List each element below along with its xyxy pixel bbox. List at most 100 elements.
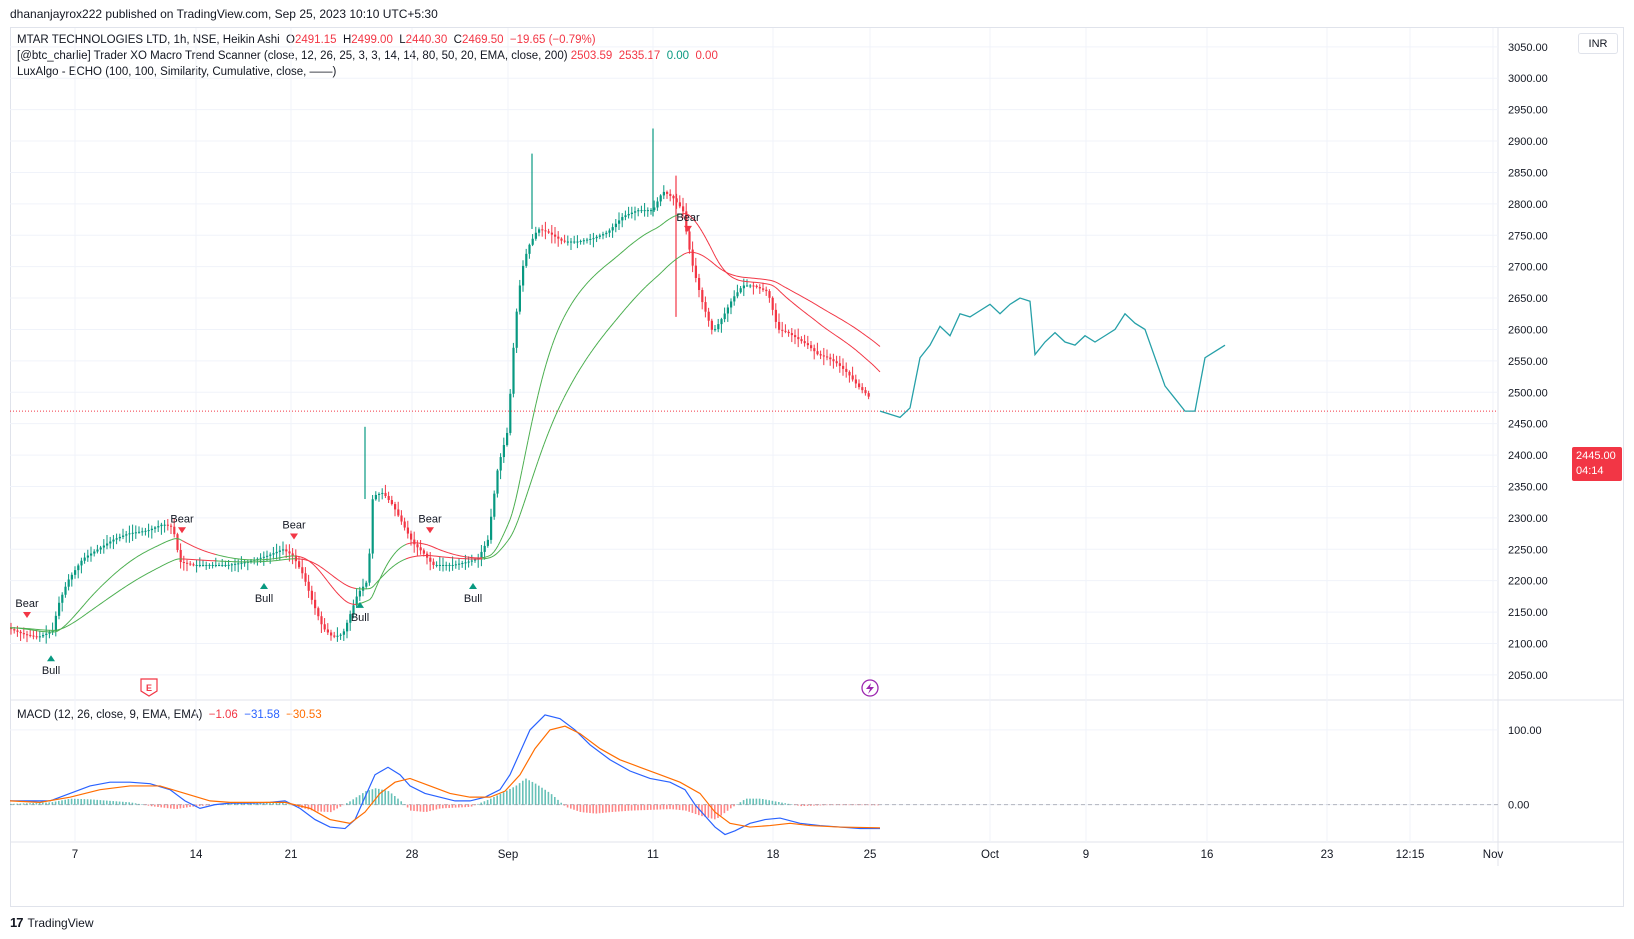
indicator2-name: LuxAlgo - ECHO (100, 100, Similarity, Cu… <box>17 66 337 78</box>
ema-fast-line <box>363 600 367 603</box>
bear-arrow-icon <box>426 527 434 534</box>
ema-slow-line <box>145 572 149 575</box>
macd-hist-bar <box>426 804 428 812</box>
currency-button[interactable]: INR <box>1578 33 1618 54</box>
macd-hist-bar <box>310 804 313 811</box>
ema-fast-line <box>99 585 103 588</box>
ema-fast-line <box>181 540 185 543</box>
candle-body <box>170 525 173 527</box>
ema-slow-line <box>859 331 863 334</box>
price-tick-label: 2250.00 <box>1508 544 1548 556</box>
ema-slow-line <box>573 375 577 380</box>
candle-body <box>378 493 381 495</box>
macd-hist-bar <box>502 792 505 805</box>
last-price-value: 2445.00 <box>1576 450 1616 462</box>
time-tick-label: 7 <box>72 849 78 861</box>
candle-body <box>179 549 182 563</box>
symbol-title[interactable]: MTAR TECHNOLOGIES LTD, 1h, NSE, Heikin A… <box>17 34 280 46</box>
tradingview-logo-icon: 17 <box>10 915 24 930</box>
candle-body <box>640 210 643 212</box>
candle-body <box>525 253 528 266</box>
ema-fast-line <box>205 551 209 553</box>
candle-body <box>304 573 307 582</box>
ema-fast-line <box>827 329 831 332</box>
ema-fast-line <box>863 356 867 360</box>
ema-slow-line <box>385 570 389 574</box>
ema-fast-line <box>129 559 133 562</box>
time-tick-label: Sep <box>498 849 518 861</box>
macd-hist-bar <box>650 804 652 810</box>
candle-body <box>262 556 265 558</box>
macd-hist-bar <box>390 793 393 805</box>
ema-slow-line <box>855 328 859 331</box>
candle-body <box>64 586 67 595</box>
candle-body <box>570 241 573 243</box>
ema-fast-line <box>429 545 433 547</box>
indicator2-legend[interactable]: LuxAlgo - ECHO (100, 100, Similarity, Cu… <box>17 64 336 80</box>
macd-hist-bar <box>106 800 108 805</box>
macd-hist-bar <box>157 804 159 807</box>
macd-hist-bar <box>602 804 604 813</box>
macd-hist-bar <box>35 802 38 805</box>
indicator1-legend[interactable]: [@btc_charlie] Trader XO Macro Trend Sca… <box>17 48 718 64</box>
ema-slow-line <box>773 280 777 283</box>
candle-body <box>58 602 61 616</box>
ema-fast-line <box>645 232 649 235</box>
indicator1-name: [@btc_charlie] Trader XO Macro Trend Sca… <box>17 50 568 62</box>
ema-slow-line <box>97 603 101 607</box>
ema-fast-line <box>867 360 871 363</box>
candle-body <box>522 265 525 286</box>
ema-slow-line <box>667 263 671 267</box>
macd-tick-label: 0.00 <box>1508 800 1529 812</box>
macd-hist-bar <box>861 804 863 806</box>
ema-fast-line <box>187 543 191 546</box>
ema-slow-line <box>541 444 545 450</box>
ema-slow-line <box>643 286 647 289</box>
ema-fast-line <box>79 606 83 610</box>
candle-body <box>822 355 825 357</box>
macd-hist-bar <box>582 804 585 813</box>
macd-hist-bar <box>643 804 646 811</box>
macd-hist-bar <box>266 802 268 805</box>
macd-hist-bar <box>704 804 706 817</box>
candle-body <box>77 565 80 571</box>
ema-slow-line <box>523 497 527 504</box>
ema-slow-line <box>141 574 145 577</box>
candle-body <box>864 390 867 394</box>
ema-fast-line <box>87 597 91 601</box>
macd-hist-bar <box>61 800 63 805</box>
ema-fast-line <box>299 556 303 558</box>
indicator1-value3: 0.00 <box>666 50 690 62</box>
brand-footer[interactable]: 17 TradingView <box>10 915 94 930</box>
earnings-icon[interactable]: E <box>140 678 158 697</box>
ema-fast-line <box>563 313 567 318</box>
ema-slow-line <box>675 257 679 260</box>
macd-hist-bar <box>826 804 828 806</box>
macd-hist-bar <box>627 804 630 811</box>
ema-fast-line <box>591 275 595 279</box>
ema-fast-line <box>589 277 593 281</box>
ema-slow-line <box>823 308 827 312</box>
ema-fast-line <box>803 311 807 314</box>
ema-slow-line <box>673 258 677 262</box>
ema-fast-line <box>171 538 175 541</box>
macd-tick-label: 100.00 <box>1508 725 1542 737</box>
candle-body <box>48 632 51 634</box>
ema-slow-line <box>625 305 629 309</box>
ema-slow-line <box>837 317 841 320</box>
candle-body <box>61 594 64 603</box>
ema-fast-line <box>859 353 863 356</box>
lightning-event-icon[interactable] <box>861 679 879 697</box>
ema-slow-line <box>403 558 407 561</box>
macd-legend[interactable]: MACD (12, 26, close, 9, EMA, EMA) −1.06 … <box>17 707 322 723</box>
macd-hist-bar <box>813 804 815 806</box>
ema-slow-line <box>371 585 375 588</box>
ema-fast-line <box>877 369 881 373</box>
ema-fast-line <box>85 599 89 603</box>
macd-pane <box>9 714 881 836</box>
bear-arrow-icon <box>290 533 298 540</box>
ema-slow-line <box>563 393 567 398</box>
macd-hist-bar <box>272 802 274 805</box>
macd-hist-bar <box>672 804 674 810</box>
